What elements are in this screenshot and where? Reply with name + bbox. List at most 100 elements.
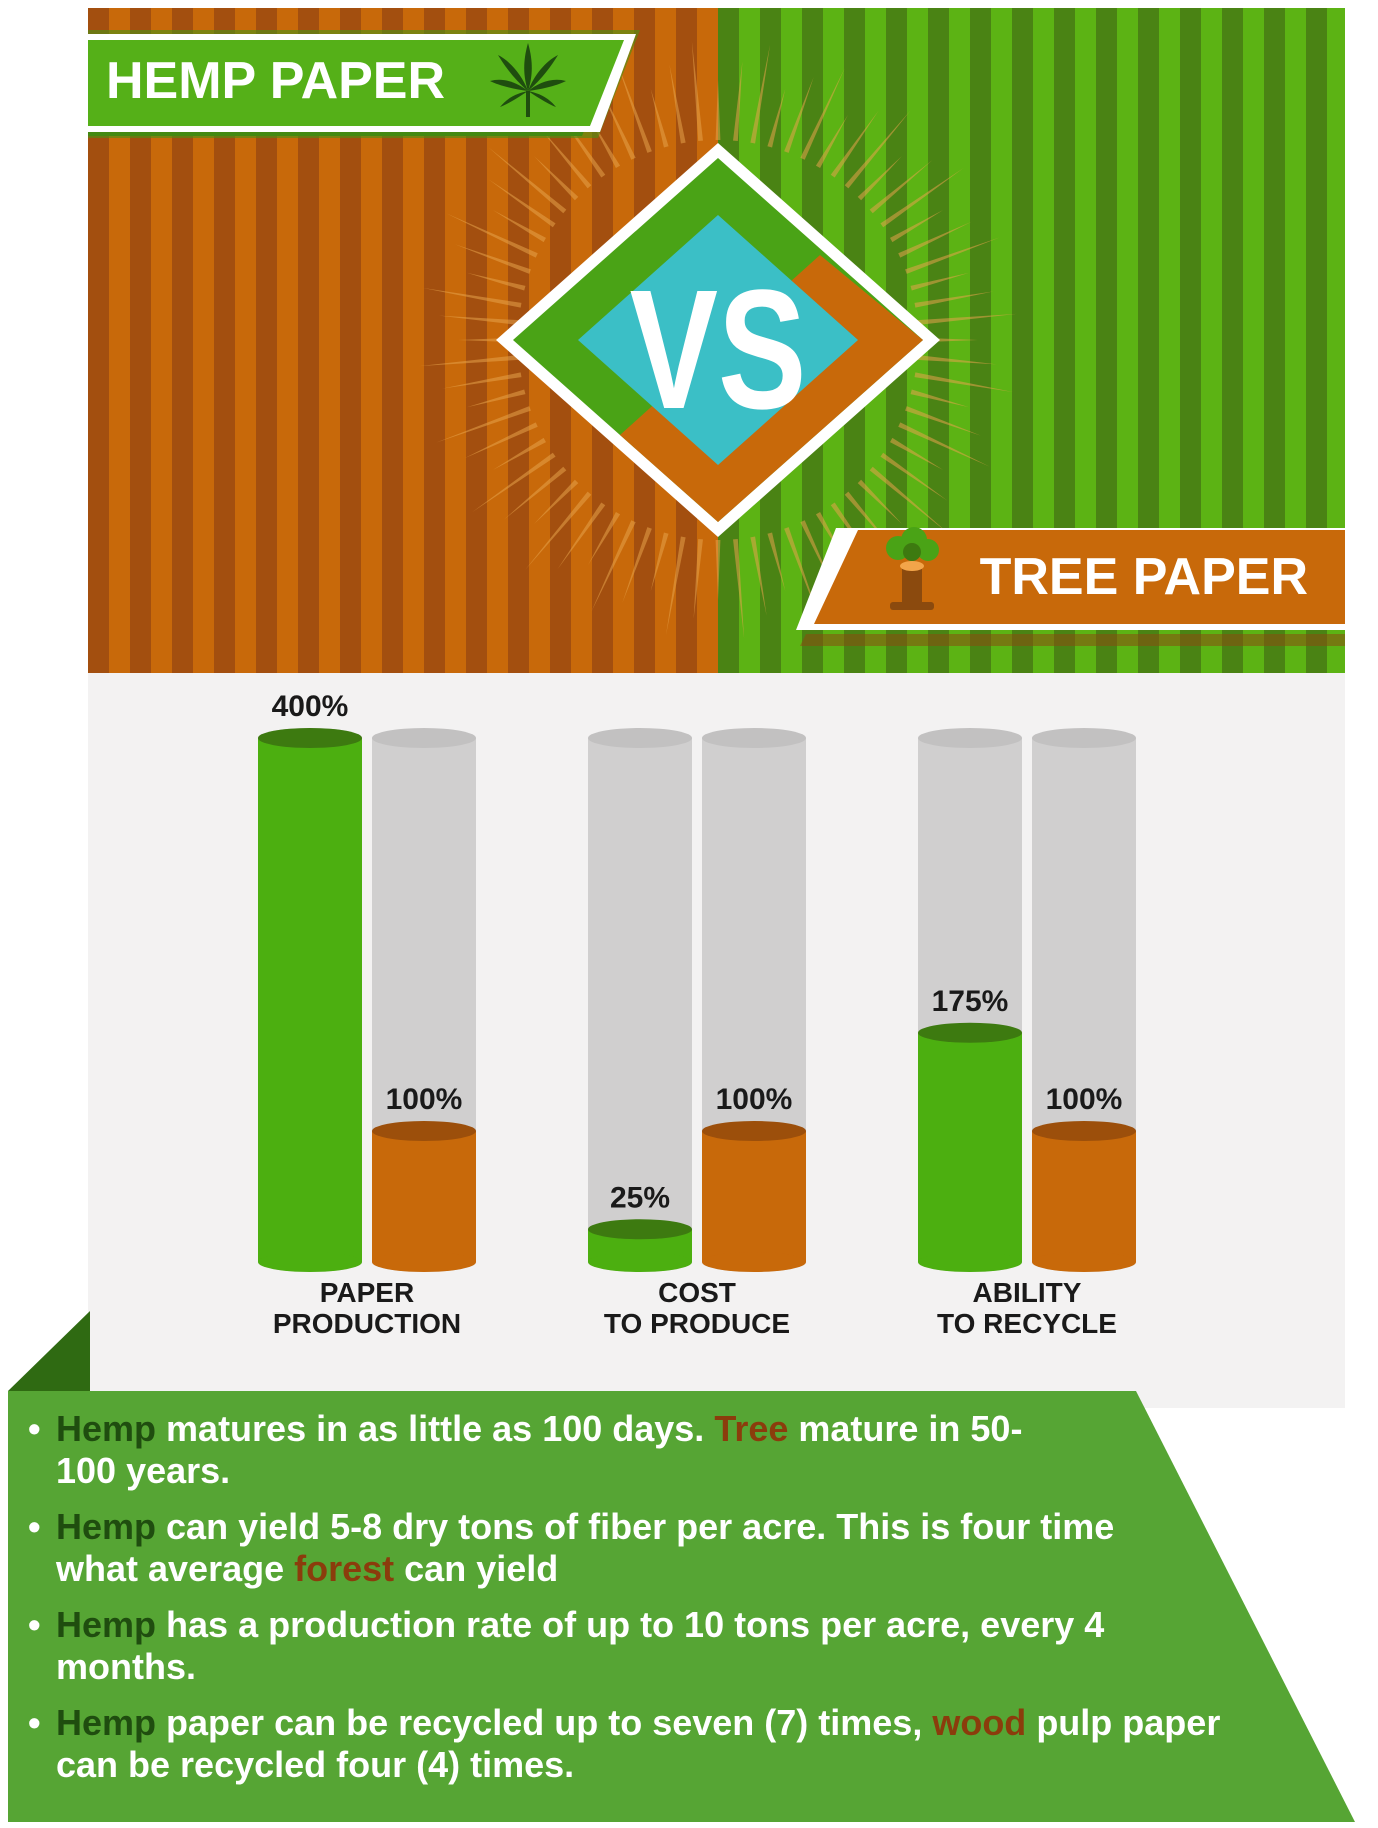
hemp-bar-base [918, 1252, 1022, 1272]
burst-ray [750, 536, 767, 616]
burst-ray [733, 61, 743, 141]
tree-title-banner: TREE PAPER [796, 527, 1345, 646]
burst-ray [905, 406, 982, 436]
burst-ray [910, 272, 970, 291]
category-label: TO RECYCLE [937, 1308, 1117, 1339]
burst-ray [767, 532, 786, 592]
bar-track-top [702, 728, 806, 748]
hemp-bar-top [918, 1022, 1022, 1043]
burst-ray [800, 68, 845, 160]
burst-ray [464, 422, 538, 459]
hemp-bar-top [258, 728, 362, 748]
category-label: PAPER [320, 1277, 414, 1308]
tree-title: TREE PAPER [980, 548, 1308, 606]
burst-ray [442, 372, 522, 389]
hemp-title-banner: HEMP PAPER [88, 30, 640, 138]
burst-ray [492, 210, 547, 243]
burst-ray [889, 210, 944, 243]
burst-ray [534, 156, 579, 201]
bar-track-top [372, 728, 476, 748]
data-label: 400% [272, 690, 349, 723]
burst-ray [898, 221, 972, 258]
tree-bar-base [372, 1252, 476, 1272]
burst-ray [472, 452, 556, 513]
bar-track-top [918, 728, 1022, 748]
data-label: 100% [716, 1083, 793, 1116]
burst-ray [665, 536, 686, 636]
hemp-bar [918, 1032, 1022, 1262]
hemp-leaf-icon [490, 43, 566, 117]
hemp-bar-base [588, 1252, 692, 1272]
hemp-bar [258, 738, 362, 1262]
burst-ray [917, 313, 1017, 325]
tree-bar [372, 1131, 476, 1262]
burst-ray [844, 110, 911, 189]
burst-ray [557, 502, 606, 570]
burst-ray [488, 179, 556, 228]
tree-bar-base [1032, 1252, 1136, 1272]
burst-ray [525, 491, 592, 570]
burst-ray [784, 76, 814, 153]
burst-ray [917, 355, 997, 365]
burst-ray [488, 147, 567, 214]
burst-ray [767, 88, 786, 148]
tree-bar [1032, 1131, 1136, 1262]
burst-ray [503, 466, 567, 520]
burst-ray [534, 479, 579, 524]
burst-ray [905, 237, 1000, 274]
data-label: 25% [610, 1181, 670, 1214]
burst-ray [693, 539, 703, 619]
burst-ray [869, 160, 933, 214]
burst-ray [439, 315, 519, 325]
header-banner: VS HEMP PAPER TREE PA [88, 8, 1345, 673]
burst-ray [446, 213, 538, 258]
burst-ray [422, 287, 522, 308]
burst-ray [898, 422, 990, 467]
bar-track-top [1032, 728, 1136, 748]
burst-ray [466, 272, 526, 291]
tree-bar [702, 1131, 806, 1262]
burst-ray [436, 406, 531, 443]
burst-ray [622, 527, 652, 604]
category-label: PRODUCTION [273, 1308, 461, 1339]
vs-emblem: VS [496, 143, 940, 537]
category-label: TO PRODUCE [604, 1308, 790, 1339]
burst-ray [466, 389, 526, 408]
hemp-bar-base [258, 1252, 362, 1272]
burst-ray [591, 520, 636, 612]
burst-ray [750, 44, 771, 144]
burst-ray [857, 156, 902, 201]
burst-ray [715, 80, 721, 141]
burst-ray [615, 58, 652, 153]
burst-ray [650, 88, 669, 148]
burst-ray [650, 532, 669, 592]
category-label: ABILITY [973, 1277, 1082, 1308]
burst-ray [914, 372, 1014, 393]
burst-ray [910, 389, 970, 408]
hemp-title: HEMP PAPER [106, 52, 445, 110]
facts-panel [8, 1391, 1355, 1822]
starburst [419, 41, 1017, 639]
category-label: COST [658, 1277, 736, 1308]
burst-ray [538, 125, 592, 189]
tree-stump-icon [886, 527, 939, 610]
tree-bar-base [702, 1252, 806, 1272]
burst-ray [588, 511, 621, 566]
burst-ray [889, 437, 944, 470]
burst-ray [880, 167, 964, 228]
burst-ray [419, 355, 519, 367]
hemp-bar-top [588, 1219, 692, 1240]
burst-ray [733, 539, 745, 639]
data-label: 100% [1046, 1083, 1123, 1116]
data-label: 175% [932, 985, 1009, 1018]
vs-label: VS [630, 255, 807, 445]
tree-bar-top [702, 1121, 806, 1141]
bar-track [588, 738, 692, 1262]
burst-ray [815, 114, 848, 169]
panel-fold [8, 1311, 90, 1391]
bar-track-top [588, 728, 692, 748]
